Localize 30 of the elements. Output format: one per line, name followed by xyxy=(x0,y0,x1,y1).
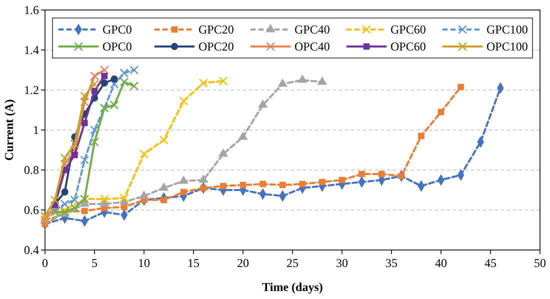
x-tick-label: 10 xyxy=(138,256,150,270)
legend-label: OPC20 xyxy=(198,40,234,54)
x-tick-label: 25 xyxy=(286,256,298,270)
x-tick-label: 40 xyxy=(435,256,447,270)
x-tick-label: 5 xyxy=(92,256,98,270)
y-tick-label: 0.4 xyxy=(24,243,39,258)
x-tick-label: 45 xyxy=(484,256,496,270)
x-tick-label: 35 xyxy=(386,256,398,270)
x-tick-label: 50 xyxy=(534,256,546,270)
y-axis-title: Current (A) xyxy=(2,99,16,161)
x-tick-label: 20 xyxy=(237,256,249,270)
x-axis-title: Time (days) xyxy=(262,280,323,294)
y-tick-label: 0.6 xyxy=(24,203,39,218)
x-tick-label: 0 xyxy=(42,256,48,270)
legend-label: OPC40 xyxy=(294,40,330,54)
legend-label: OPC60 xyxy=(390,40,426,54)
legend-label: GPC0 xyxy=(102,22,132,37)
x-tick-label: 15 xyxy=(188,256,200,270)
legend-label: GPC40 xyxy=(294,22,330,37)
y-tick-label: 1.2 xyxy=(24,83,39,98)
legend-label: GPC100 xyxy=(486,22,528,37)
legend-label: GPC20 xyxy=(198,22,234,37)
y-tick-label: 1.6 xyxy=(24,3,39,18)
x-tick-label: 30 xyxy=(336,256,348,270)
legend-label: OPC100 xyxy=(486,40,528,54)
y-tick-label: 1.4 xyxy=(24,43,39,58)
legend-label: OPC0 xyxy=(102,40,132,54)
y-tick-label: 0.8 xyxy=(24,163,39,178)
y-tick-label: 1 xyxy=(33,123,39,138)
legend-label: GPC60 xyxy=(390,22,426,37)
